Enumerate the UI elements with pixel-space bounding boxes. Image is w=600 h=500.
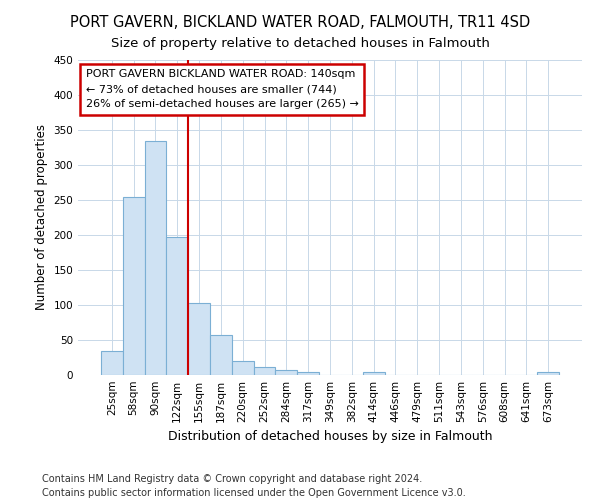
Bar <box>145 140 166 375</box>
X-axis label: Distribution of detached houses by size in Falmouth: Distribution of detached houses by size … <box>168 430 492 444</box>
Bar <box>101 350 123 375</box>
Bar <box>297 372 319 375</box>
Text: PORT GAVERN BICKLAND WATER ROAD: 140sqm
← 73% of detached houses are smaller (74: PORT GAVERN BICKLAND WATER ROAD: 140sqm … <box>86 70 358 109</box>
Bar <box>210 335 232 375</box>
Text: Contains HM Land Registry data © Crown copyright and database right 2024.
Contai: Contains HM Land Registry data © Crown c… <box>42 474 466 498</box>
Bar <box>537 372 559 375</box>
Bar <box>188 303 210 375</box>
Bar <box>123 196 145 375</box>
Text: PORT GAVERN, BICKLAND WATER ROAD, FALMOUTH, TR11 4SD: PORT GAVERN, BICKLAND WATER ROAD, FALMOU… <box>70 15 530 30</box>
Bar <box>232 361 254 375</box>
Y-axis label: Number of detached properties: Number of detached properties <box>35 124 48 310</box>
Bar <box>363 372 385 375</box>
Bar <box>254 368 275 375</box>
Text: Size of property relative to detached houses in Falmouth: Size of property relative to detached ho… <box>110 38 490 51</box>
Bar <box>275 370 297 375</box>
Bar <box>166 237 188 375</box>
